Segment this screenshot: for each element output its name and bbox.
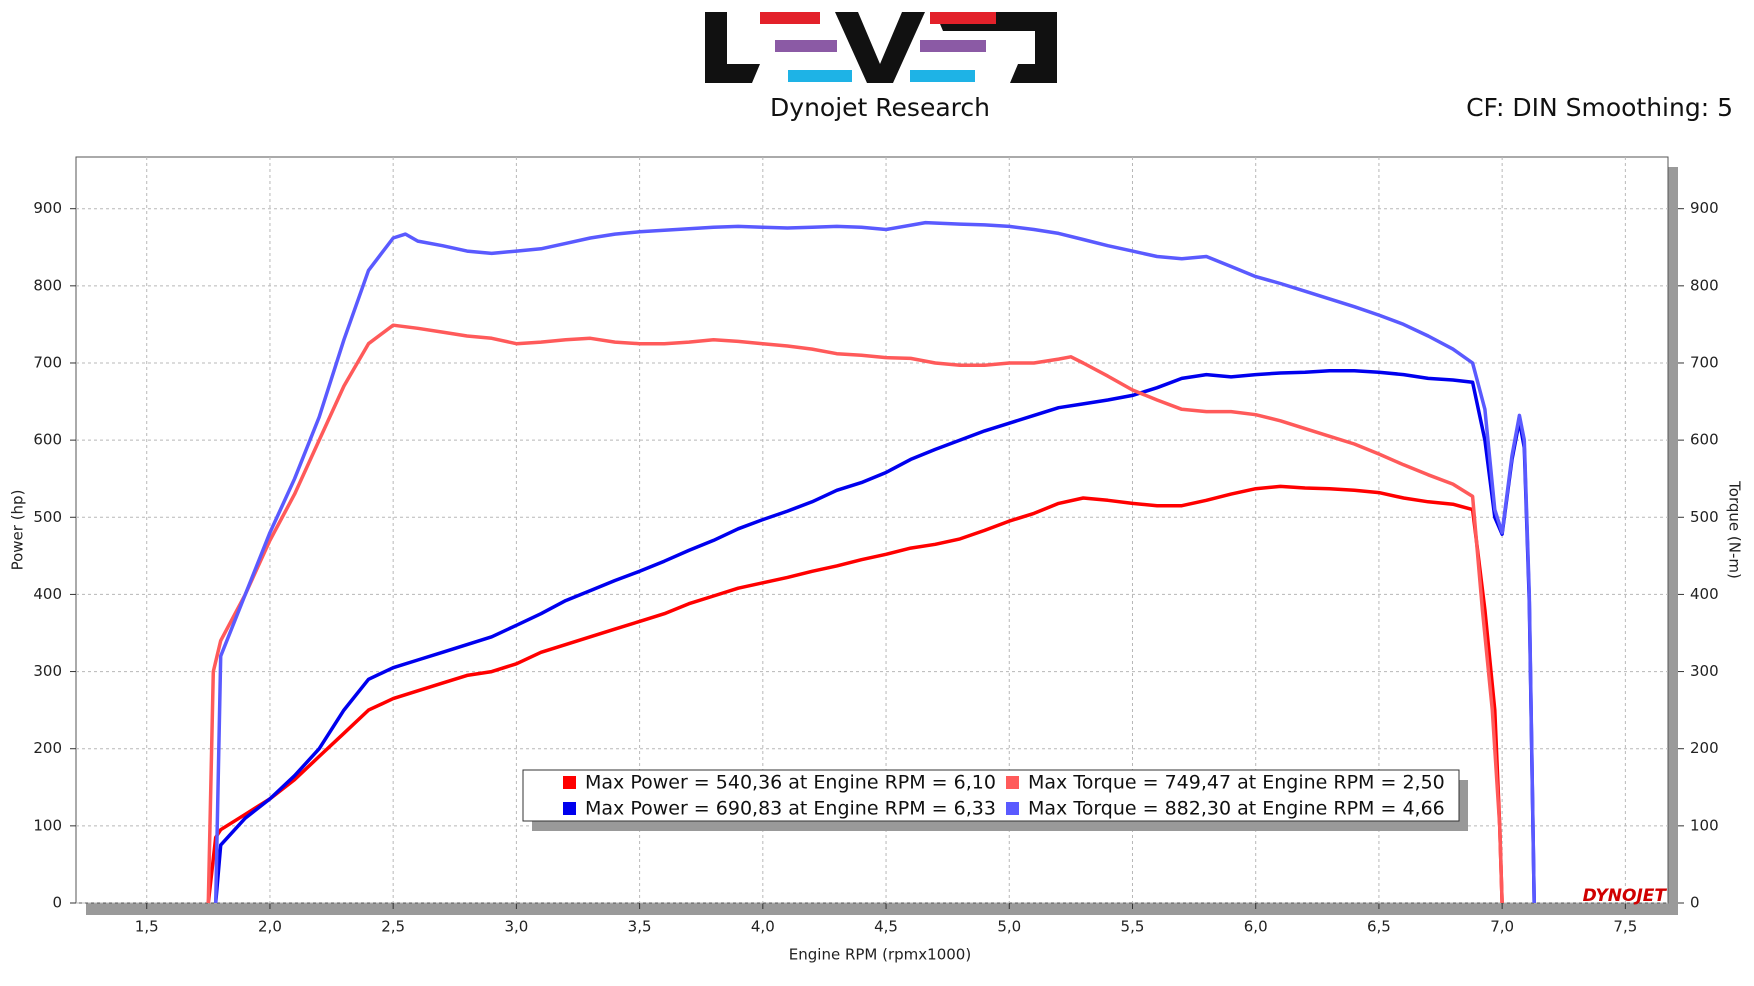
y-tick-label: 600	[33, 431, 62, 449]
y-axis-title: Power (hp)	[9, 490, 27, 571]
series-line	[206, 484, 1504, 904]
x-tick-label: 2,5	[381, 918, 405, 936]
y-tick-label: 200	[33, 739, 62, 757]
y2-tick-label: 100	[1690, 816, 1719, 834]
header-title: Dynojet Research	[770, 93, 990, 122]
y-tick-label: 100	[33, 816, 62, 834]
legend-label: Max Torque = 882,30 at Engine RPM = 4,66	[1028, 798, 1445, 820]
x-tick-label: 3,0	[504, 918, 528, 936]
header-settings: CF: DIN Smoothing: 5	[1466, 93, 1733, 122]
y2-axis-title: Torque (N-m)	[1726, 480, 1744, 579]
x-tick-label: 4,0	[751, 918, 775, 936]
axis-shadow	[86, 903, 1678, 915]
y2-tick-label: 800	[1690, 276, 1719, 294]
y2-tick-label: 200	[1690, 739, 1719, 757]
y-tick-label: 300	[33, 662, 62, 680]
x-tick-label: 5,0	[997, 918, 1021, 936]
y-tick-label: 0	[52, 894, 62, 912]
legend-label: Max Torque = 749,47 at Engine RPM = 2,50	[1028, 772, 1445, 794]
x-tick-label: 6,0	[1244, 918, 1268, 936]
y-tick-label: 900	[33, 199, 62, 217]
y-tick-label: 700	[33, 353, 62, 371]
legend-label: Max Power = 690,83 at Engine RPM = 6,33	[585, 798, 996, 820]
series-line	[213, 368, 1536, 904]
series-line	[206, 323, 1504, 904]
axis-shadow	[1668, 167, 1678, 915]
y2-tick-label: 300	[1690, 662, 1719, 680]
series-line	[213, 220, 1536, 904]
x-tick-label: 4,5	[874, 918, 898, 936]
x-tick-label: 3,5	[628, 918, 652, 936]
legend-label: Max Power = 540,36 at Engine RPM = 6,10	[585, 772, 996, 794]
x-tick-label: 5,5	[1121, 918, 1145, 936]
legend-swatch	[563, 802, 576, 815]
level-logo	[705, 12, 1057, 83]
legend: Max Power = 540,36 at Engine RPM = 6,10 M…	[522, 769, 1468, 831]
x-tick-label: 2,0	[258, 918, 282, 936]
y2-tick-label: 500	[1690, 508, 1719, 526]
legend-swatch	[1006, 802, 1019, 815]
y-tick-label: 500	[33, 508, 62, 526]
x-axis-title: Engine RPM (rpmx1000)	[789, 946, 971, 964]
y-tick-label: 400	[33, 585, 62, 603]
x-tick-label: 1,5	[135, 918, 159, 936]
y2-tick-label: 700	[1690, 353, 1719, 371]
y2-tick-label: 600	[1690, 431, 1719, 449]
legend-swatch	[563, 776, 576, 789]
x-tick-label: 6,5	[1367, 918, 1391, 936]
brand-logo: DYNOJET	[1583, 886, 1668, 906]
y2-tick-label: 0	[1690, 894, 1700, 912]
y-tick-label: 800	[33, 276, 62, 294]
x-tick-label: 7,5	[1613, 918, 1637, 936]
y2-tick-label: 900	[1690, 199, 1719, 217]
y2-tick-label: 400	[1690, 585, 1719, 603]
legend-swatch	[1006, 776, 1019, 789]
x-tick-label: 7,0	[1490, 918, 1514, 936]
